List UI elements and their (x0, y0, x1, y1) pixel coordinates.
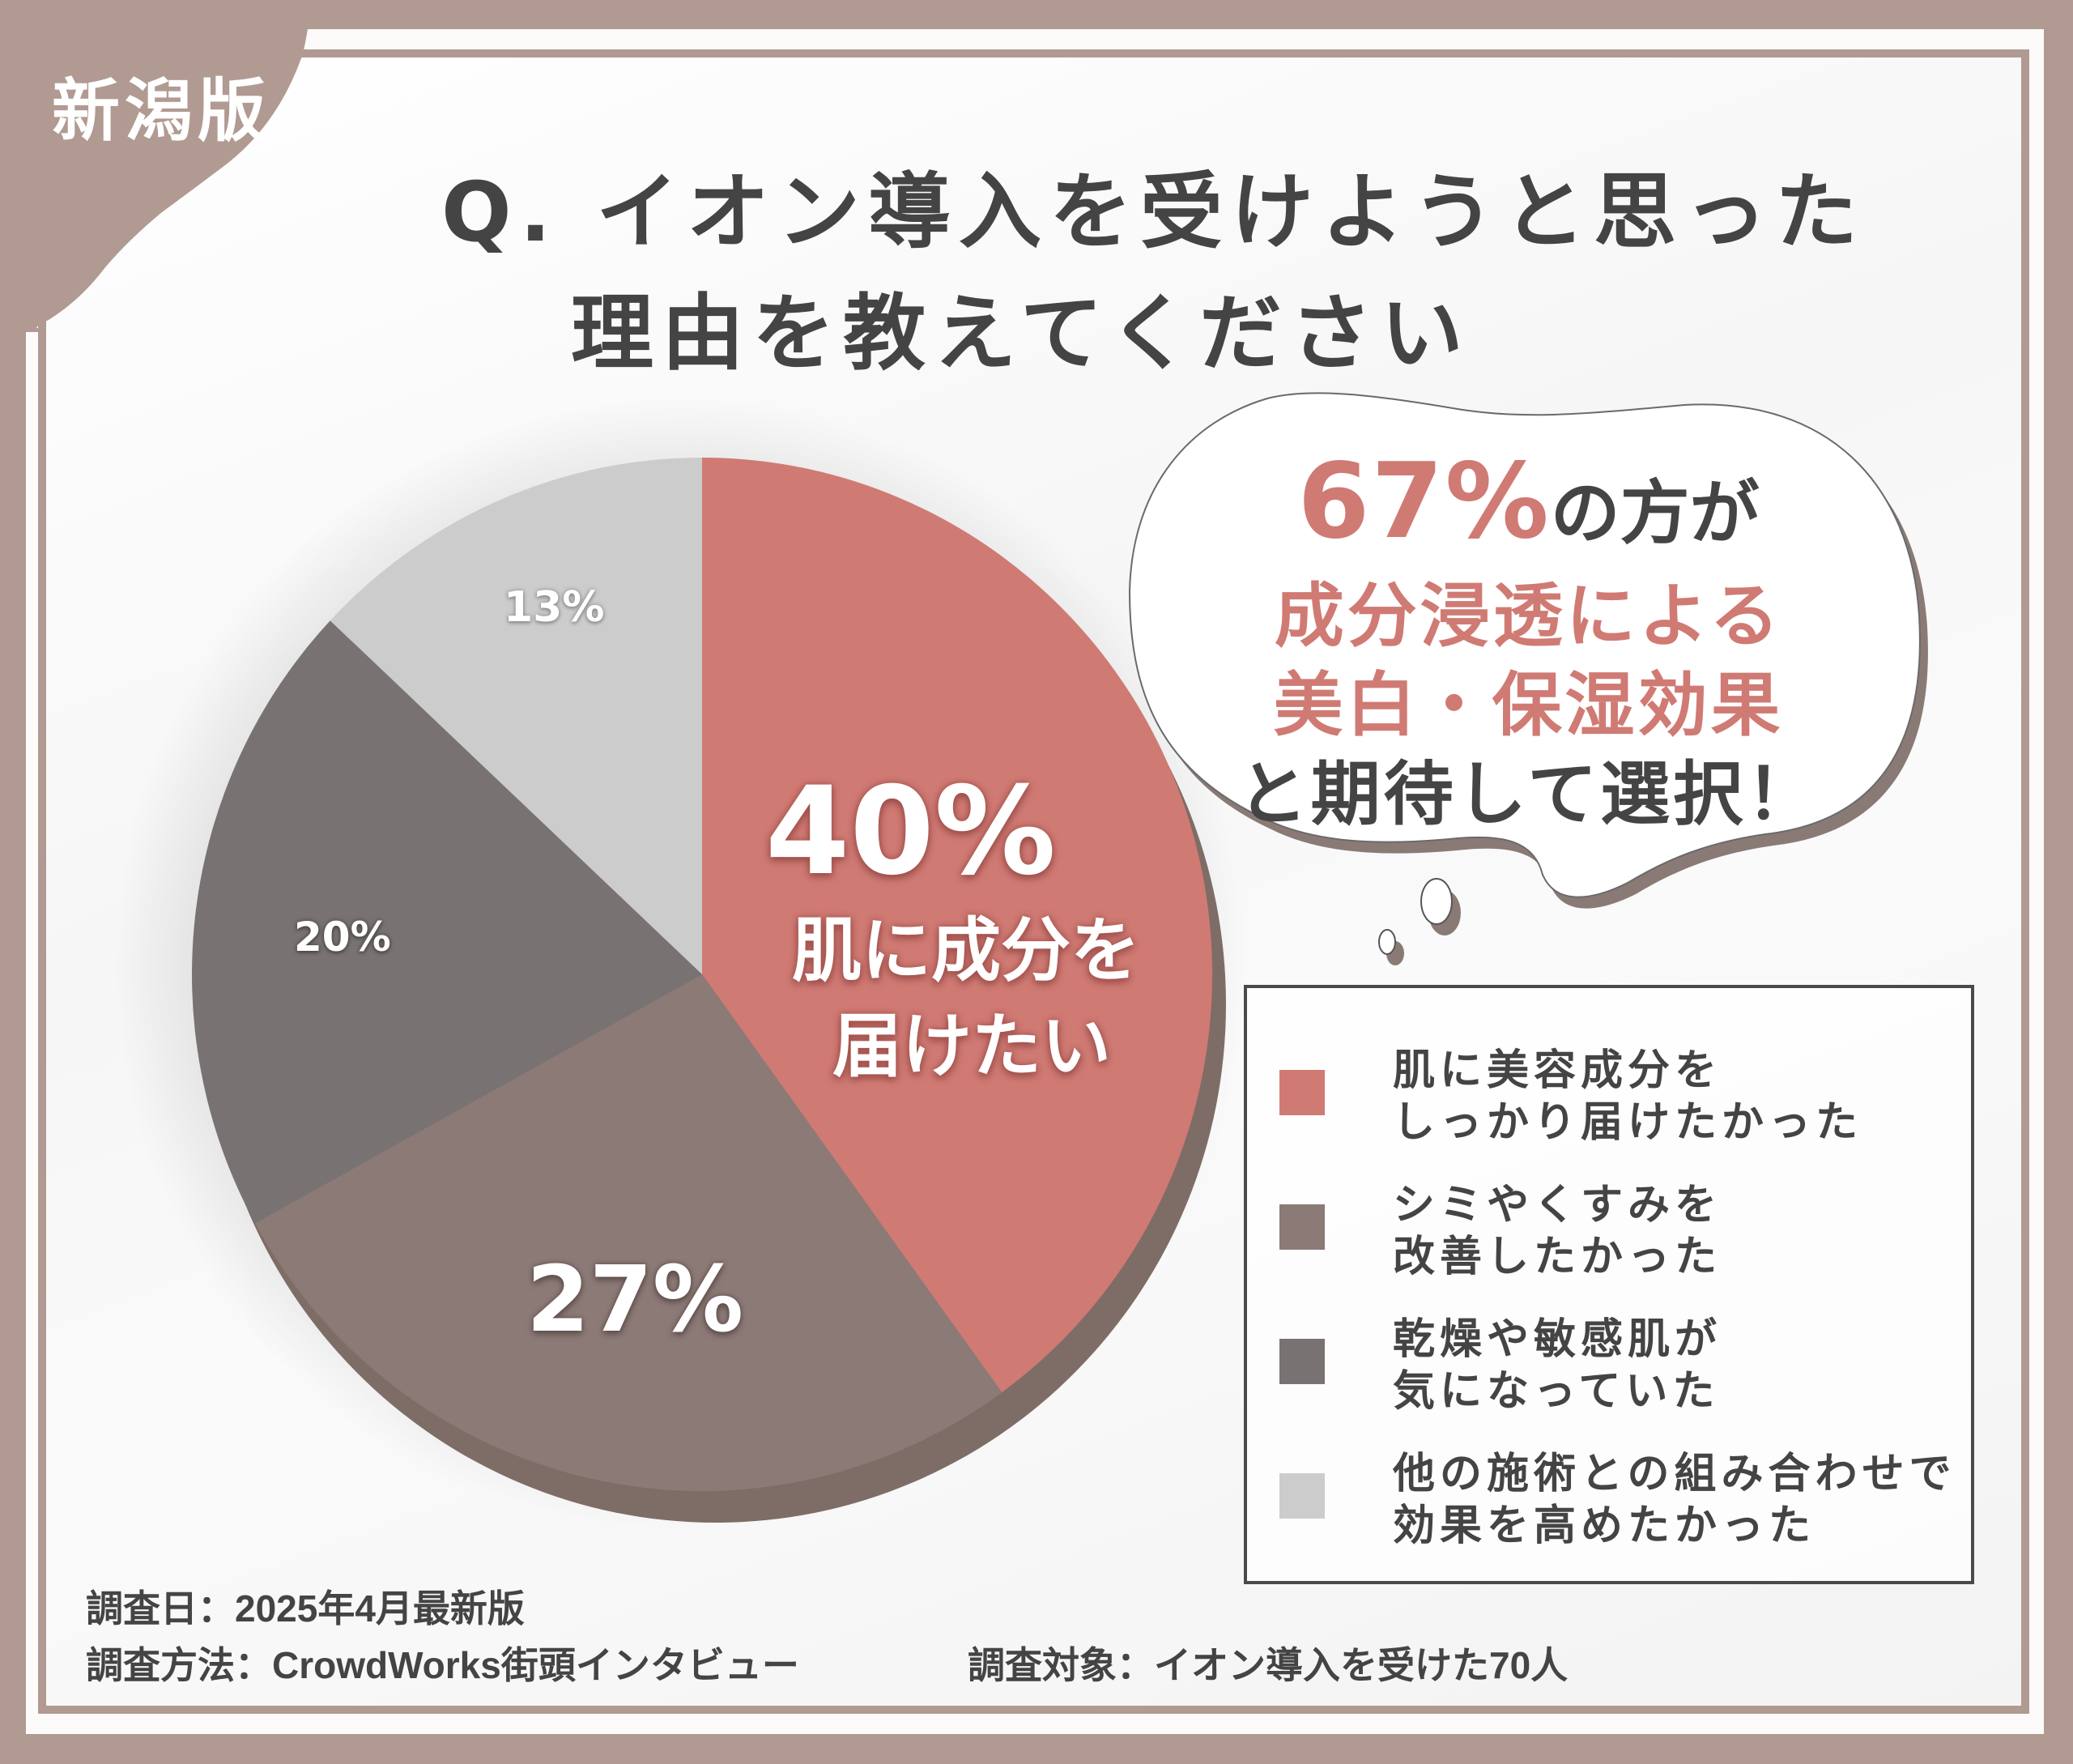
legend-label-line-1: 乾燥や敏感肌が (1393, 1315, 1722, 1364)
question-title-line-1: Q. イオン導入を受けようと思った (441, 164, 1866, 261)
bubble-line-3: 美白・保湿効果 (1273, 665, 1784, 746)
legend-label-line-1: 肌に美容成分を (1393, 1046, 1722, 1095)
question-title-line-2: 理由を教えてください (571, 286, 1471, 382)
legend-swatch-red (1279, 1070, 1325, 1115)
legend-label: 肌に美容成分を しっかり届けたかった (1393, 1045, 1862, 1148)
pie-label-40: 40% (765, 761, 1057, 902)
pie-slice (254, 974, 1002, 1491)
legend-swatch-mauve (1279, 1204, 1325, 1250)
pie-slice (702, 458, 1212, 1393)
survey-method: 調査方法：CrowdWorks街頭インタビュー (86, 1644, 799, 1686)
pie-label-27: 27% (526, 1247, 744, 1353)
pie-slices (192, 458, 1212, 1491)
legend-label-line-2: 気になっていた (1393, 1367, 1720, 1416)
pie-slice (330, 458, 702, 974)
survey-date: 調査日：2025年4月最新版 (86, 1587, 525, 1630)
bubble-line-1: 67%の方が (1130, 441, 1927, 562)
legend-label: 乾燥や敏感肌が 気になっていた (1393, 1314, 1722, 1417)
pie-annotation-line-2: 届けたい (832, 1006, 1111, 1087)
bubble-line-4: と期待して選択！ (1237, 754, 1820, 835)
bubble-dot-large (1420, 878, 1453, 925)
legend-label-line-1: 他の施術との組み合わせで (1393, 1450, 1956, 1498)
region-badge: 新潟版 (52, 71, 271, 151)
legend-label-line-1: シミやくすみを (1393, 1181, 1722, 1229)
pie-slice (192, 620, 702, 1224)
legend-label-line-2: 効果を高めたかった (1393, 1502, 1816, 1550)
legend-label: シミやくすみを 改善したかった (1393, 1179, 1722, 1283)
bubble-line-2: 成分浸透による (1274, 576, 1783, 657)
legend-swatch-dark-gray (1279, 1339, 1325, 1384)
bubble-body (1128, 392, 1921, 898)
legend-label-line-2: 改善したかった (1393, 1233, 1722, 1281)
corner-decoration (0, 0, 421, 332)
survey-target: 調査対象：イオン導入を受けた70人 (968, 1644, 1569, 1686)
legend-label: 他の施術との組み合わせで 効果を高めたかった (1393, 1448, 1956, 1552)
legend-swatch-light-gray (1279, 1473, 1325, 1519)
pie-annotation-line-1: 肌に成分を (792, 910, 1140, 991)
bubble-dot-small (1378, 929, 1396, 955)
pie-annotation-40: 肌に成分を 届けたい (792, 903, 1140, 1094)
pie-label-20: 20% (294, 914, 391, 961)
legend-label-line-2: しっかり届けたかった (1393, 1098, 1863, 1147)
bubble-line-1-rest: の方が (1550, 473, 1760, 554)
pie-label-13: 13% (504, 583, 605, 632)
bubble-highlight-percent: 67% (1297, 441, 1551, 562)
chart-legend: 肌に美容成分を しっかり届けたかった シミやくすみを 改善したかった 乾燥や敏感肌が… (1244, 985, 1974, 1584)
